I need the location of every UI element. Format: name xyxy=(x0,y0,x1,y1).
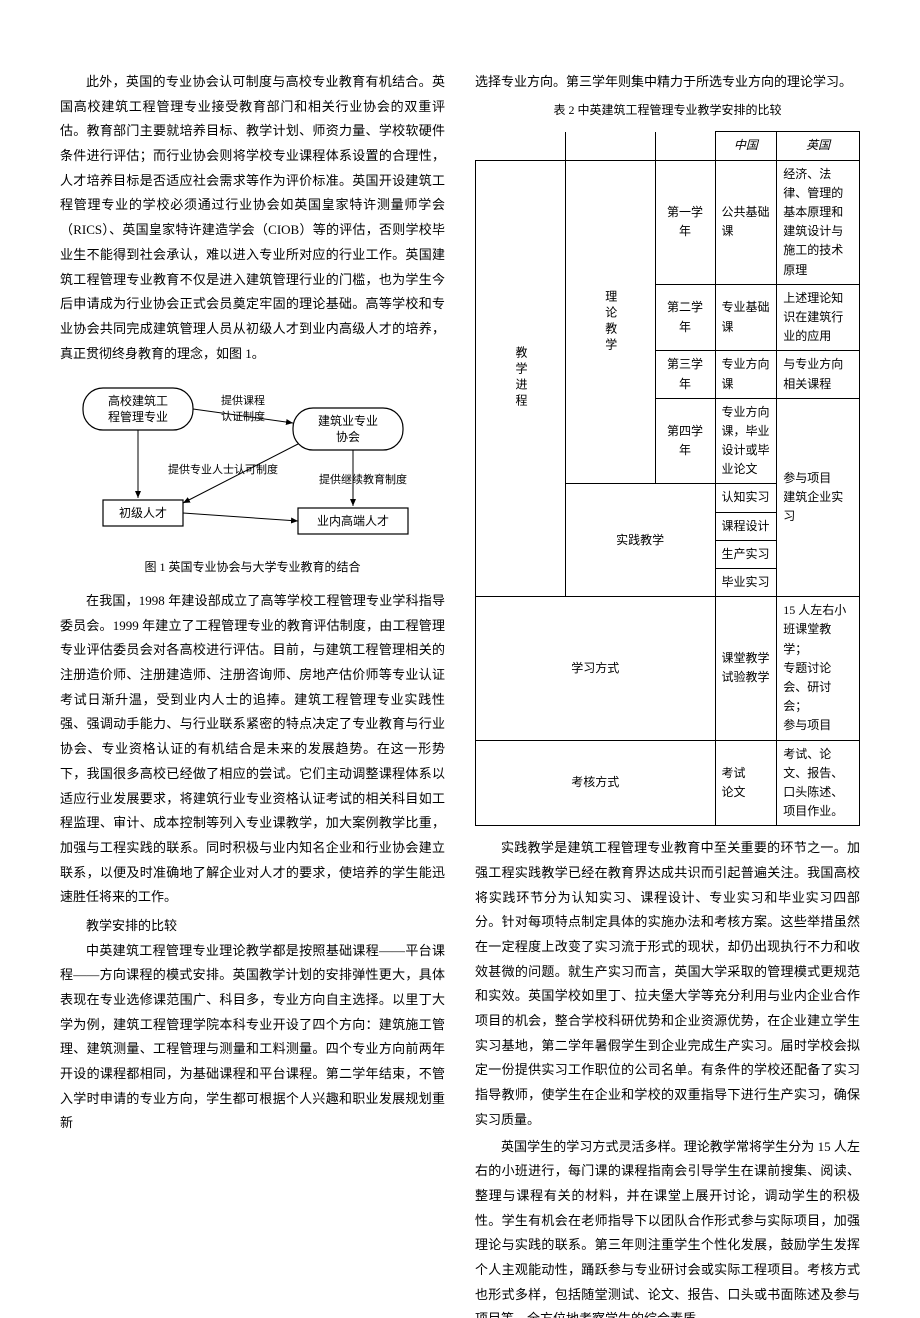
table-2-caption: 表 2 中英建筑工程管理专业教学安排的比较 xyxy=(475,99,860,122)
figure-1-caption: 图 1 英国专业协会与大学专业教育的结合 xyxy=(60,556,445,579)
svg-text:业内高端人才: 业内高端人才 xyxy=(316,513,388,528)
para-left-3: 中英建筑工程管理专业理论教学都是按照基础课程——平台课程——方向课程的模式安排。… xyxy=(60,939,445,1137)
para-right-0: 选择专业方向。第三学年则集中精力于所选专业方向的理论学习。 xyxy=(475,70,860,95)
svg-text:协会: 协会 xyxy=(335,429,359,444)
svg-text:提供继续教育制度: 提供继续教育制度 xyxy=(319,472,407,486)
section-heading: 教学安排的比较 xyxy=(60,914,445,939)
row-assess-cn: 考试 论文 xyxy=(715,740,777,826)
row-study-cn: 课堂教学 试验教学 xyxy=(715,597,777,740)
group-lljx: 理论教学 xyxy=(565,160,655,484)
th-uk: 英国 xyxy=(777,132,860,160)
para-right-1: 实践教学是建筑工程管理专业教育中至关重要的环节之一。加强工程实践教学已经在教育界… xyxy=(475,836,860,1132)
cell-y1: 第一学年 xyxy=(655,160,715,284)
cell-y3-cn: 专业方向课 xyxy=(715,351,777,398)
para-left-1: 此外，英国的专业协会认可制度与高校专业教育有机结合。英国高校建筑工程管理专业接受… xyxy=(60,70,445,366)
cell-pr-1: 认知实习 xyxy=(715,484,777,512)
cell-y2-uk: 上述理论知识在建筑行业的应用 xyxy=(777,284,860,351)
cell-y4-cn: 专业方向课，毕业设计或毕业论文 xyxy=(715,398,777,484)
left-column: 此外，英国的专业协会认可制度与高校专业教育有机结合。英国高校建筑工程管理专业接受… xyxy=(60,70,445,1318)
cell-y2-cn: 专业基础课 xyxy=(715,284,777,351)
svg-text:建筑业专业: 建筑业专业 xyxy=(317,413,377,428)
cell-practice-uk: 参与项目 建筑企业实习 xyxy=(777,398,860,597)
svg-text:高校建筑工: 高校建筑工 xyxy=(107,393,167,408)
cell-y3-uk: 与专业方向相关课程 xyxy=(777,351,860,398)
figure-1: 高校建筑工 程管理专业 建筑业专业 协会 提供课程 认证制度 提供专业人士认可制… xyxy=(60,378,445,548)
cell-pr-4: 毕业实习 xyxy=(715,569,777,597)
row-assess-uk: 考试、论文、报告、口头陈述、项目作业。 xyxy=(777,740,860,826)
row-study-label: 学习方式 xyxy=(476,597,716,740)
para-right-2: 英国学生的学习方式灵活多样。理论教学常将学生分为 15 人左右的小班进行，每门课… xyxy=(475,1135,860,1318)
th-china: 中国 xyxy=(715,132,777,160)
cell-y1-uk: 经济、法律、管理的基本原理和建筑设计与施工的技术原理 xyxy=(777,160,860,284)
group-sjjx: 实践教学 xyxy=(565,484,715,597)
row-study-uk: 15 人左右小班课堂教学； 专题讨论会、研讨会； 参与项目 xyxy=(777,597,860,740)
cell-y1-cn: 公共基础课 xyxy=(715,160,777,284)
cell-y4: 第四学年 xyxy=(655,398,715,484)
main-columns: 此外，英国的专业协会认可制度与高校专业教育有机结合。英国高校建筑工程管理专业接受… xyxy=(60,70,860,1318)
svg-text:程管理专业: 程管理专业 xyxy=(107,409,167,424)
cell-pr-2: 课程设计 xyxy=(715,512,777,540)
row-assess-label: 考核方式 xyxy=(476,740,716,826)
group-jxjc: 教学进程 xyxy=(476,160,566,597)
right-column: 选择专业方向。第三学年则集中精力于所选专业方向的理论学习。 表 2 中英建筑工程… xyxy=(475,70,860,1318)
cell-y3: 第三学年 xyxy=(655,351,715,398)
svg-text:提供课程: 提供课程 xyxy=(221,393,265,407)
para-left-2: 在我国，1998 年建设部成立了高等学校工程管理专业学科指导委员会。1999 年… xyxy=(60,589,445,910)
table-2: 中国 英国 教学进程 理论教学 第一学年 公共基础课 经济、法律、管理的基本原理… xyxy=(475,131,860,826)
cell-y2: 第二学年 xyxy=(655,284,715,351)
cell-pr-3: 生产实习 xyxy=(715,540,777,568)
svg-text:初级人才: 初级人才 xyxy=(118,506,166,520)
svg-text:提供专业人士认可制度: 提供专业人士认可制度 xyxy=(168,462,278,476)
